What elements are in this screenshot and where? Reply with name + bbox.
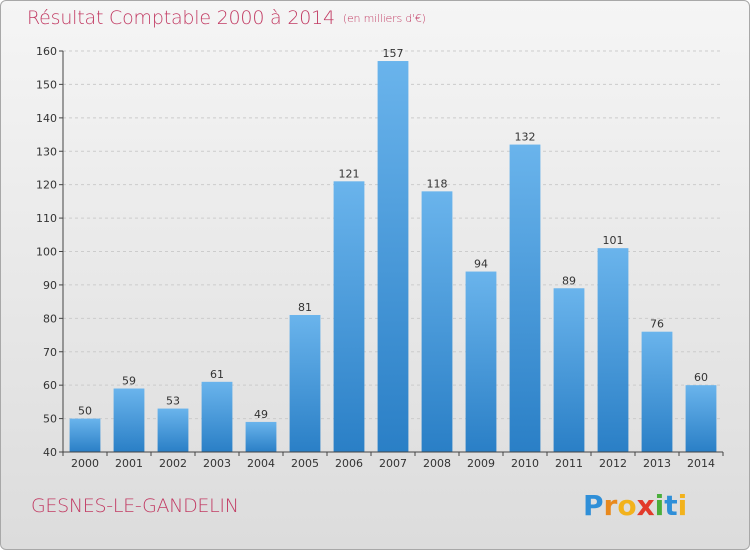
bar-value-label: 53 <box>166 395 180 408</box>
x-tick-label: 2003 <box>203 457 231 470</box>
x-tick-label: 2008 <box>423 457 451 470</box>
x-tick-label: 2000 <box>71 457 99 470</box>
y-tick-label: 120 <box>36 179 57 192</box>
bar <box>333 181 365 452</box>
bar-value-label: 121 <box>339 167 360 180</box>
y-tick-label: 50 <box>43 413 57 426</box>
bar-layer <box>69 61 717 453</box>
bar-value-label: 157 <box>383 47 404 60</box>
label-layer: 50 59 53 61 49 81 121 157 118 94 132 89 101 76 60 <box>78 47 708 421</box>
y-tick-label: 130 <box>36 145 57 158</box>
x-tick-label: 2006 <box>335 457 363 470</box>
x-tick-label: 2009 <box>467 457 495 470</box>
bar <box>289 314 321 452</box>
y-tick-label: 110 <box>36 212 57 225</box>
x-tick-label: 2013 <box>643 457 671 470</box>
bar <box>157 408 189 452</box>
axis-layer: 40 50 60 70 80 90 100 110 120 130 140 150 160 2000 200… <box>36 45 724 470</box>
logo-letter: r <box>603 489 618 522</box>
bar <box>685 385 717 452</box>
bar-value-label: 132 <box>515 131 536 144</box>
bar-value-label: 118 <box>427 177 448 190</box>
logo-letter: x <box>636 489 655 522</box>
proxiti-logo: Proxiti <box>583 489 687 523</box>
x-tick-label: 2011 <box>555 457 583 470</box>
logo-letter: t <box>664 489 678 522</box>
x-tick-label: 2005 <box>291 457 319 470</box>
y-tick-label: 140 <box>36 112 57 125</box>
bar-value-label: 50 <box>78 405 92 418</box>
bar <box>597 248 629 452</box>
bar-value-label: 81 <box>298 301 312 314</box>
x-tick-label: 2007 <box>379 457 407 470</box>
y-tick-label: 40 <box>43 446 57 459</box>
bar <box>553 288 585 452</box>
bar-value-label: 60 <box>694 371 708 384</box>
bar <box>201 381 233 452</box>
y-tick-label: 70 <box>43 346 57 359</box>
bar-value-label: 101 <box>603 234 624 247</box>
bar <box>509 144 541 453</box>
y-tick-label: 150 <box>36 78 57 91</box>
bar-value-label: 94 <box>474 258 488 271</box>
bar <box>69 418 101 452</box>
bar-value-label: 59 <box>122 375 136 388</box>
x-tick-label: 2012 <box>599 457 627 470</box>
chart-title: Résultat Comptable 2000 à 2014 (en millie… <box>27 7 426 29</box>
y-tick-label: 60 <box>43 379 57 392</box>
x-tick-label: 2014 <box>687 457 715 470</box>
commune-name: GESNES-LE-GANDELIN <box>31 495 239 517</box>
bar-value-label: 49 <box>254 408 268 421</box>
y-tick-label: 90 <box>43 279 57 292</box>
logo-letter: i <box>677 489 688 522</box>
chart-unit: (en milliers d'€) <box>342 12 426 25</box>
y-tick-label: 100 <box>36 246 57 259</box>
bar <box>465 271 497 452</box>
y-tick-label: 160 <box>36 45 57 58</box>
y-tick-label: 80 <box>43 312 57 325</box>
logo-letter: i <box>654 489 665 522</box>
x-tick-label: 2001 <box>115 457 143 470</box>
logo-letter: o <box>617 489 637 522</box>
logo-letter: P <box>583 489 604 522</box>
x-tick-label: 2010 <box>511 457 539 470</box>
bar <box>421 191 453 452</box>
bar-value-label: 76 <box>650 318 664 331</box>
bar <box>245 421 277 452</box>
x-tick-label: 2004 <box>247 457 275 470</box>
bar-value-label: 61 <box>210 368 224 381</box>
chart-title-text: Résultat Comptable 2000 à 2014 <box>27 7 335 29</box>
bar <box>113 388 145 452</box>
bar-value-label: 89 <box>562 274 576 287</box>
bar <box>377 61 409 453</box>
bar <box>641 331 673 452</box>
x-tick-label: 2002 <box>159 457 187 470</box>
